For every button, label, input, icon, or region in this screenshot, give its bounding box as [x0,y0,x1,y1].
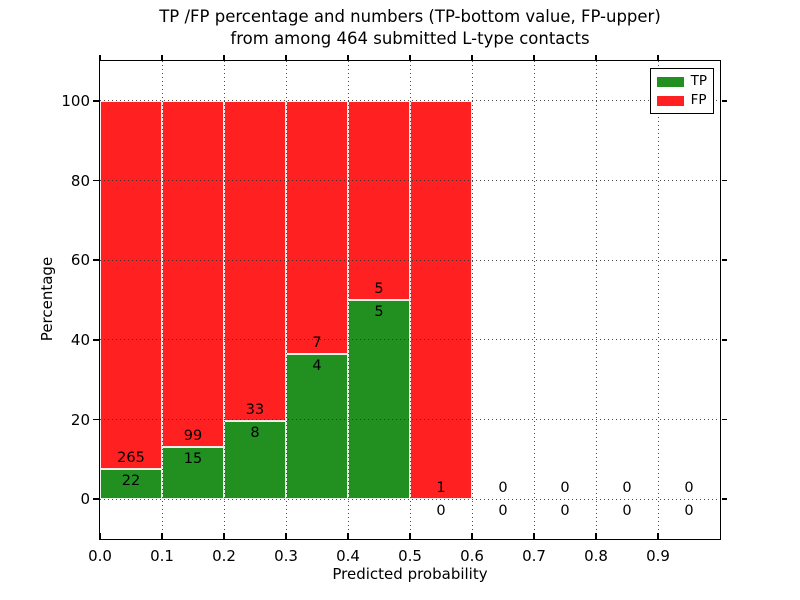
tp-bar-segment [286,354,348,500]
tp-count-label: 15 [183,450,203,467]
tp-count-label: 4 [312,358,322,375]
y-tick-left [93,259,99,261]
fp-bar-segment [224,100,286,422]
y-tick-left [93,100,99,102]
grid-line-vertical [347,61,349,539]
tp-bar-segment [224,421,286,500]
grid-line-vertical [471,61,473,539]
grid-line-vertical [409,61,411,539]
tp-count-label: 0 [436,503,446,520]
y-tick-label: 80 [70,171,90,190]
x-tick-bottom [347,533,349,539]
grid-line-vertical [223,61,225,539]
tp-count-label: 0 [684,503,694,520]
fp-bar-segment [348,100,410,300]
fp-count-label: 5 [374,281,384,297]
fp-count-label: 0 [622,480,632,497]
y-tick-left [93,418,99,421]
tp-count-label: 22 [121,472,141,489]
x-tick-bottom [223,533,225,539]
x-tick-label: 0.1 [150,547,174,565]
x-tick-label: 0.6 [460,547,484,565]
x-tick-bottom [657,533,659,539]
grid-line-vertical [285,61,287,539]
x-tick-top [657,55,659,60]
x-tick-bottom [471,533,473,539]
fp-count-label: 1 [436,480,446,497]
y-tick-left [93,339,99,341]
y-tick-right [721,100,727,102]
x-axis-label: Predicted probability [332,565,488,583]
grid-line-vertical [161,61,163,539]
x-tick-top [99,55,101,60]
grid-line-vertical [595,61,597,539]
fp-count-label: 0 [560,480,570,497]
x-tick-label: 0.3 [274,547,298,565]
grid-line-vertical [657,61,659,539]
y-tick-label: 60 [70,251,90,270]
x-tick-top [161,55,163,60]
x-tick-label: 0.4 [336,547,360,565]
tp-count-label: 0 [560,503,570,520]
x-tick-bottom [409,533,411,539]
y-tick-left [93,179,99,182]
x-tick-top [285,55,287,60]
y-tick-right [721,259,727,261]
fp-count-label: 7 [312,335,322,352]
fp-legend-swatch [656,95,684,106]
x-tick-bottom [161,533,163,539]
y-tick-label: 0 [80,490,90,509]
y-tick-right [721,498,727,500]
plot-area: TP FP 0.0 0.1 0.2 0.3 0.4 0.5 0.6 0.7 0.8 0.9 0 20 4… [61,55,727,565]
y-tick-right [721,418,727,421]
y-tick-right [721,339,727,341]
tp-bar-segment [348,300,410,500]
tp-legend-swatch [656,76,684,87]
x-tick-top [595,55,597,60]
x-tick-bottom [99,533,101,539]
tp-legend-label: TP [690,73,707,89]
x-tick-bottom [533,533,535,539]
fp-legend-label: FP [690,92,707,108]
x-tick-bottom [595,533,597,539]
fp-bar-segment [100,100,162,469]
legend: TP FP [649,68,714,114]
chart-title: TP /FP percentage and numbers (TP-bottom… [159,7,661,48]
tp-count-label: 0 [622,503,632,520]
x-tick-label: 0.0 [88,547,112,565]
x-tick-label: 0.7 [522,547,546,565]
y-tick-label: 40 [70,330,90,349]
fp-bar-segment [410,100,472,500]
y-axis-label: Percentage [38,256,56,342]
x-tick-label: 0.5 [398,547,422,565]
grid-line-vertical [533,61,535,539]
fp-count-label: 265 [117,449,145,466]
legend-item-tp: TP [656,73,707,89]
x-tick-top [471,55,473,60]
fp-count-label: 0 [684,480,694,497]
fp-bar-segment [286,100,348,355]
fp-count-label: 0 [498,480,508,497]
x-tick-top [223,55,225,60]
tp-count-label: 8 [250,425,260,442]
y-tick-left [93,498,99,500]
x-tick-label: 0.2 [212,547,236,565]
tp-count-label: 5 [374,304,384,320]
x-tick-top [533,55,535,60]
x-tick-label: 0.9 [646,547,670,565]
legend-item-fp: FP [656,92,707,108]
x-tick-label: 0.8 [584,547,608,565]
y-tick-label: 20 [70,410,90,429]
x-tick-top [347,55,349,60]
fp-count-label: 99 [183,427,203,444]
x-tick-bottom [285,533,287,539]
fp-bar-segment [162,100,224,447]
y-tick-label: 100 [61,91,90,110]
fp-count-label: 33 [245,402,265,419]
y-tick-right [721,179,727,182]
tp-count-label: 0 [498,503,508,520]
x-tick-top [409,55,411,60]
